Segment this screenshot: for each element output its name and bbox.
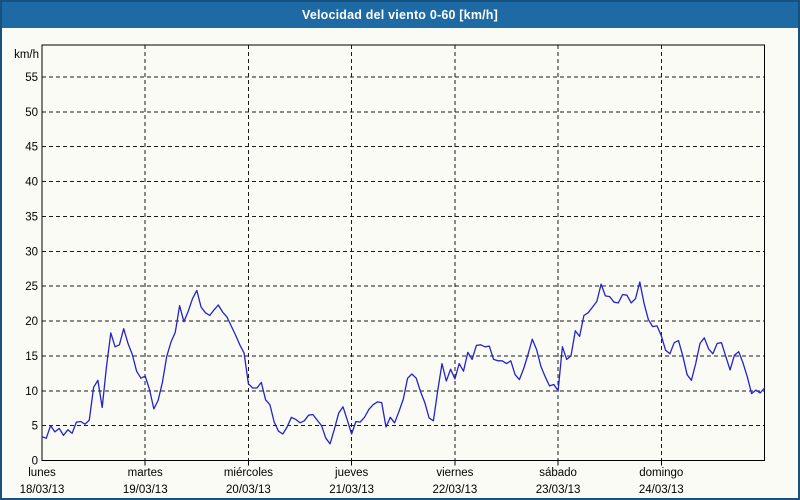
y-axis-tick-label: 20 [25,316,38,328]
y-axis-tick-label: 50 [25,107,38,119]
y-axis-unit-label: km/h [14,49,39,61]
chart-title-bar: Velocidad del viento 0-60 [km/h] [2,2,798,28]
y-axis-tick-label: 5 [32,421,38,433]
x-axis-date-label: 23/03/13 [536,484,581,496]
y-axis-tick-label: 40 [25,177,38,189]
chart-title: Velocidad del viento 0-60 [km/h] [301,8,499,22]
y-axis-tick-label: 45 [25,142,38,154]
x-axis-day-label: jueves [334,467,368,479]
y-axis-tick-label: 10 [25,386,38,398]
x-axis-date-label: 24/03/13 [639,484,684,496]
y-axis-tick-label: 55 [25,72,38,84]
x-axis-date-label: 21/03/13 [329,484,374,496]
wind-speed-chart: 0 5 10 15 20 25 30 35 40 45 50 55 km/h lunes 18/03/13 m… [2,28,798,498]
x-axis-date-label: 22/03/13 [432,484,477,496]
x-axis-day-label: miércoles [224,467,273,479]
x-axis-day-label: lunes [28,467,56,479]
plot-area [41,44,765,461]
y-axis-tick-label: 35 [25,211,38,223]
wind-speed-line [41,281,766,445]
x-axis-date-label: 20/03/13 [226,484,271,496]
chart-background [2,28,798,498]
y-axis-tick-label: 0 [32,456,38,468]
x-axis-day-label: viernes [436,467,473,479]
y-axis-tick-label: 30 [25,246,38,258]
x-axis-day-label: domingo [639,467,683,479]
x-axis-day-label: sábado [539,467,577,479]
x-axis-date-label: 19/03/13 [123,484,168,496]
x-axis-day-label: martes [128,467,163,479]
x-axis-date-label: 18/03/13 [20,484,65,496]
y-axis-tick-label: 15 [25,351,38,363]
y-axis-tick-label: 25 [25,281,38,293]
